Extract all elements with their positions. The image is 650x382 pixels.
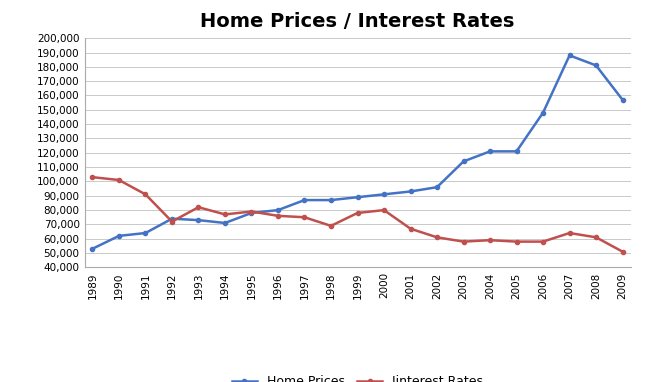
Iinterest Rates [194,205,202,209]
Iinterest Rates [115,178,123,182]
Iinterest Rates [619,249,627,254]
Iinterest Rates [300,215,308,220]
Home Prices [354,195,361,199]
Iinterest Rates [221,212,229,217]
Iinterest Rates [460,239,467,244]
Iinterest Rates [407,227,415,231]
Iinterest Rates [380,208,388,212]
Home Prices [380,192,388,197]
Iinterest Rates [274,214,282,218]
Home Prices [221,221,229,225]
Legend: Home Prices, Iinterest Rates: Home Prices, Iinterest Rates [227,370,488,382]
Home Prices [248,211,255,215]
Home Prices [407,189,415,194]
Home Prices [274,208,282,212]
Home Prices [619,97,627,102]
Home Prices [433,185,441,189]
Home Prices [592,63,600,68]
Iinterest Rates [592,235,600,240]
Home Prices [115,233,123,238]
Iinterest Rates [513,239,521,244]
Iinterest Rates [168,219,176,224]
Home Prices [327,198,335,202]
Line: Iinterest Rates: Iinterest Rates [90,175,625,254]
Iinterest Rates [88,175,96,180]
Home Prices [566,53,573,58]
Home Prices [142,231,150,235]
Iinterest Rates [433,235,441,240]
Iinterest Rates [142,192,150,197]
Home Prices [513,149,521,154]
Line: Home Prices: Home Prices [90,53,625,251]
Home Prices [168,216,176,221]
Home Prices [88,246,96,251]
Iinterest Rates [539,239,547,244]
Iinterest Rates [354,211,361,215]
Iinterest Rates [486,238,494,243]
Iinterest Rates [566,231,573,235]
Home Prices [194,218,202,222]
Iinterest Rates [327,223,335,228]
Home Prices [486,149,494,154]
Home Prices [300,198,308,202]
Home Prices [460,159,467,163]
Iinterest Rates [248,209,255,214]
Title: Home Prices / Interest Rates: Home Prices / Interest Rates [200,12,515,31]
Home Prices [539,110,547,115]
